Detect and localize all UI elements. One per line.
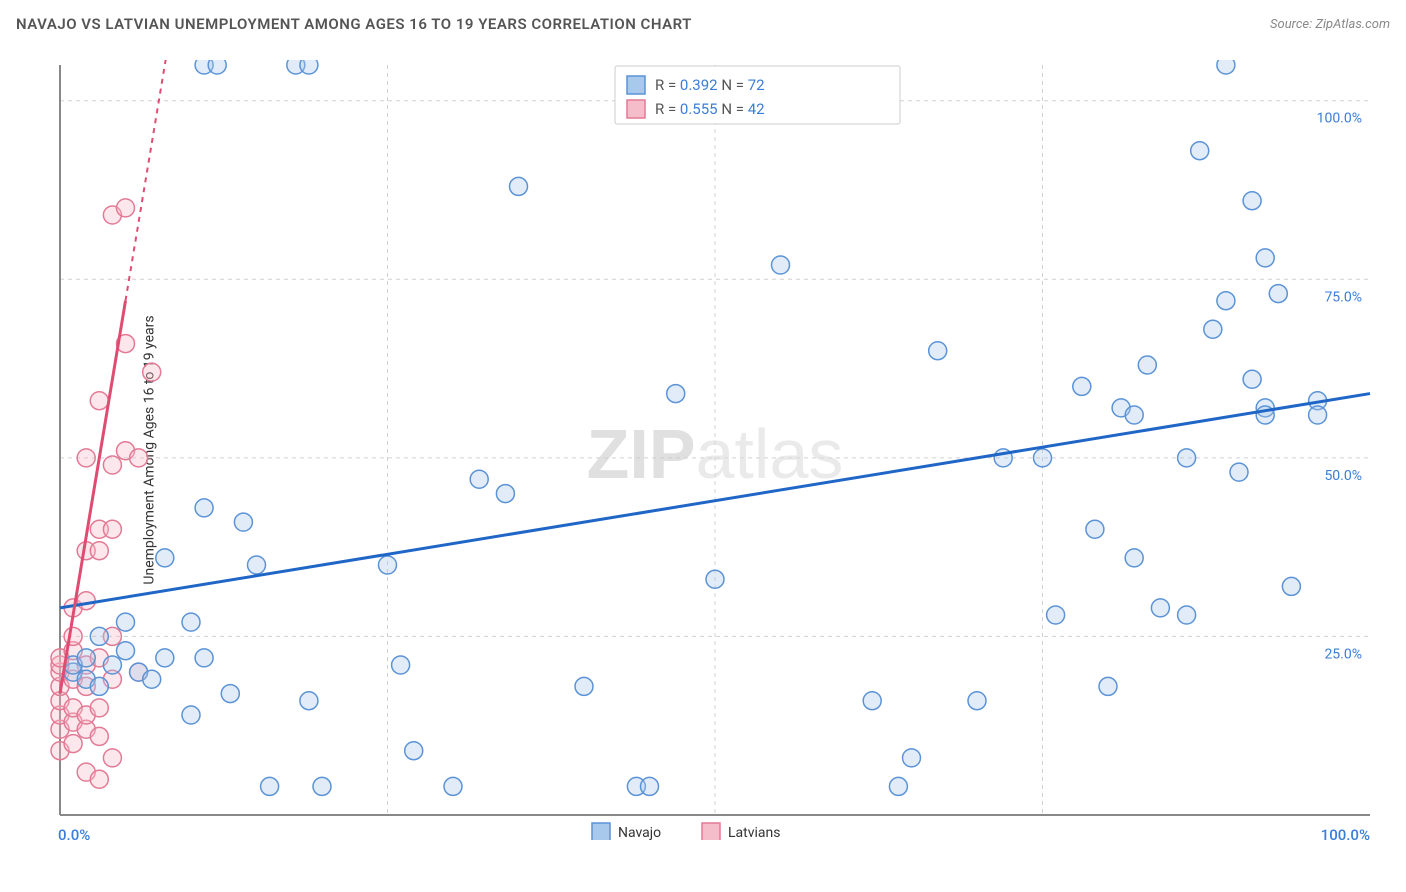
latvian-trend-extrapolation <box>126 60 231 301</box>
latvian-point <box>90 699 108 717</box>
navajo-point <box>117 642 135 660</box>
navajo-point <box>1217 60 1235 74</box>
source-label: Source: ZipAtlas.com <box>1270 17 1390 32</box>
navajo-point <box>1204 320 1222 338</box>
latvian-point <box>90 392 108 410</box>
navajo-point <box>667 385 685 403</box>
latvian-point <box>117 199 135 217</box>
navajo-point <box>405 742 423 760</box>
navajo-point <box>1125 406 1143 424</box>
legend-row: R = 0.392 N = 72 <box>655 76 765 94</box>
latvian-point <box>103 749 121 767</box>
navajo-point <box>1309 406 1327 424</box>
origin-label: 0.0% <box>58 826 90 840</box>
navajo-point <box>143 670 161 688</box>
navajo-point <box>1086 520 1104 538</box>
navajo-point <box>379 556 397 574</box>
chart-area: Unemployment Among Ages 16 to 19 years 2… <box>50 60 1380 840</box>
chart-title: NAVAJO VS LATVIAN UNEMPLOYMENT AMONG AGE… <box>16 15 692 33</box>
navajo-point <box>1243 192 1261 210</box>
xmax-label: 100.0% <box>1321 826 1370 840</box>
bottom-legend-swatch-latvians <box>702 823 720 840</box>
navajo-point <box>470 470 488 488</box>
navajo-point <box>1256 249 1274 267</box>
navajo-point <box>1243 370 1261 388</box>
navajo-point <box>496 485 514 503</box>
watermark: ZIPatlas <box>587 415 844 493</box>
legend-swatch <box>627 100 645 118</box>
scatter-plot: 25.0% 50.0% 75.0% 100.0% ZIPatlas 0.0% 100.0% R… <box>50 60 1380 840</box>
navajo-point <box>156 649 174 667</box>
navajo-point <box>1269 285 1287 303</box>
navajo-point <box>195 649 213 667</box>
legend-row: R = 0.555 N = 42 <box>655 100 765 118</box>
navajo-point <box>1099 677 1117 695</box>
navajo-point <box>313 777 331 795</box>
navajo-point <box>510 177 528 195</box>
latvian-point <box>64 627 82 645</box>
latvian-point <box>90 727 108 745</box>
navajo-point <box>117 613 135 631</box>
navajo-point <box>392 656 410 674</box>
navajo-point <box>706 570 724 588</box>
navajo-point <box>182 706 200 724</box>
navajo-point <box>889 777 907 795</box>
navajo-point <box>444 777 462 795</box>
navajo-point <box>929 342 947 360</box>
navajo-point <box>156 549 174 567</box>
navajo-point <box>772 256 790 274</box>
navajo-point <box>863 692 881 710</box>
latvian-point <box>103 520 121 538</box>
bottom-legend-swatch-navajo <box>592 823 610 840</box>
navajo-point <box>1047 606 1065 624</box>
navajo-point <box>248 556 266 574</box>
navajo-point <box>1178 606 1196 624</box>
navajo-point <box>1282 577 1300 595</box>
navajo-point <box>103 656 121 674</box>
navajo-point <box>300 60 318 74</box>
latvian-point <box>90 770 108 788</box>
navajo-point <box>90 677 108 695</box>
navajo-point <box>261 777 279 795</box>
y-tick-label: 25.0% <box>1324 646 1362 662</box>
latvian-point <box>103 456 121 474</box>
y-tick-label: 75.0% <box>1324 289 1362 305</box>
navajo-point <box>641 777 659 795</box>
y-tick-label: 50.0% <box>1324 468 1362 484</box>
navajo-point <box>1125 549 1143 567</box>
legend-swatch <box>627 76 645 94</box>
latvian-point <box>77 592 95 610</box>
bottom-legend-label-latvians: Latvians <box>728 825 781 840</box>
latvian-point <box>143 363 161 381</box>
navajo-point <box>1034 449 1052 467</box>
navajo-point <box>1073 377 1091 395</box>
navajo-point <box>1217 292 1235 310</box>
navajo-point <box>77 649 95 667</box>
navajo-point <box>1178 449 1196 467</box>
latvian-point <box>64 735 82 753</box>
navajo-point <box>182 613 200 631</box>
navajo-point <box>221 685 239 703</box>
navajo-point <box>90 627 108 645</box>
latvian-point <box>130 449 148 467</box>
navajo-point <box>208 60 226 74</box>
y-tick-label: 100.0% <box>1317 111 1362 127</box>
latvian-point <box>90 542 108 560</box>
navajo-point <box>1230 463 1248 481</box>
navajo-point <box>1191 142 1209 160</box>
navajo-point <box>1151 599 1169 617</box>
navajo-point <box>968 692 986 710</box>
navajo-point <box>1138 356 1156 374</box>
navajo-point <box>903 749 921 767</box>
latvian-point <box>77 449 95 467</box>
bottom-legend-label-navajo: Navajo <box>618 825 661 840</box>
navajo-point <box>234 513 252 531</box>
navajo-point <box>575 677 593 695</box>
navajo-point <box>300 692 318 710</box>
navajo-point <box>195 499 213 517</box>
